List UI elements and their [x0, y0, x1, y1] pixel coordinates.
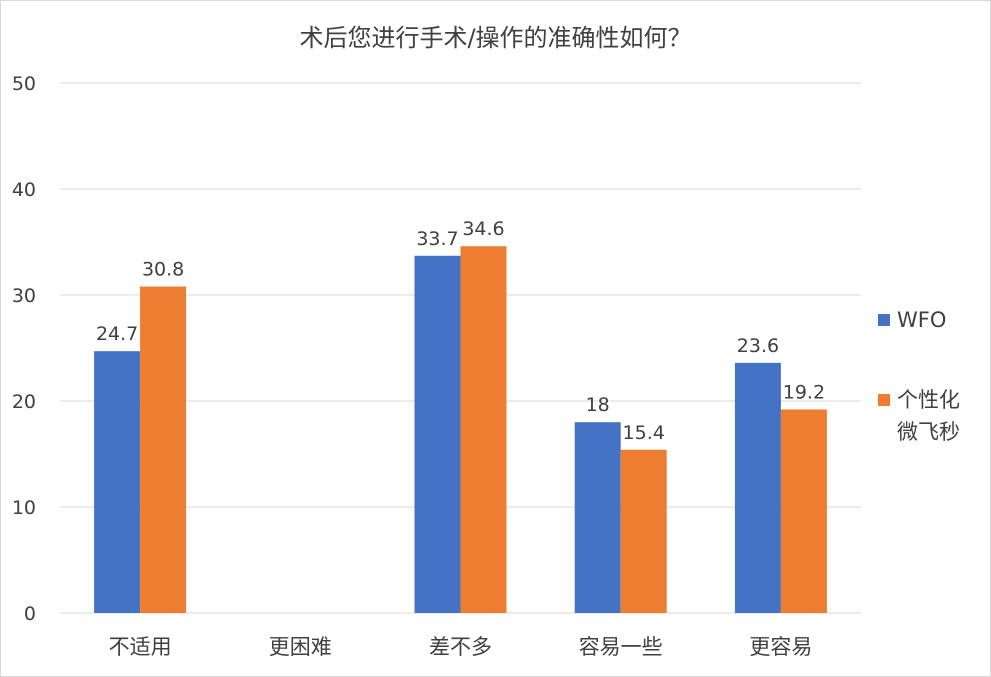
- legend-label-wfo: WFO: [897, 308, 947, 332]
- x-tick-label: 更困难: [269, 635, 332, 659]
- bar-wfo: [734, 362, 781, 613]
- bar-personalized: [140, 286, 187, 613]
- y-tick-label: 20: [12, 391, 36, 413]
- bar-personalized: [780, 409, 827, 613]
- bar-personalized: [620, 449, 667, 613]
- y-tick-label: 40: [12, 179, 36, 201]
- data-label: 23.6: [737, 335, 779, 357]
- x-tick-label: 差不多: [429, 635, 492, 659]
- y-tick-label: 10: [12, 497, 36, 519]
- x-tick-label: 不适用: [109, 635, 172, 659]
- bar-wfo: [94, 351, 141, 613]
- legend: WFO 个性化微飞秒: [878, 304, 988, 448]
- y-tick-label: 50: [12, 73, 36, 95]
- legend-swatch-personalized: [878, 394, 890, 406]
- chart-title: 术后您进行手术/操作的准确性如何？: [299, 24, 692, 52]
- data-label: 15.4: [623, 422, 665, 444]
- data-label: 30.8: [142, 259, 184, 281]
- x-tick-label: 更容易: [749, 635, 812, 659]
- data-label: 19.2: [783, 381, 825, 403]
- data-label: 34.6: [462, 218, 504, 240]
- legend-swatch-wfo: [878, 314, 890, 326]
- bar-wfo: [574, 422, 621, 613]
- data-label: 33.7: [416, 228, 458, 250]
- y-tick-label: 30: [12, 285, 36, 307]
- x-tick-label: 容易一些: [579, 635, 663, 659]
- legend-item-wfo: WFO: [878, 304, 988, 336]
- bar-personalized: [460, 246, 507, 614]
- data-label: 18: [586, 394, 610, 416]
- data-label: 24.7: [96, 323, 138, 345]
- legend-item-personalized: 个性化微飞秒: [878, 384, 988, 448]
- bar-wfo: [414, 255, 461, 613]
- legend-label-personalized: 个性化微飞秒: [897, 388, 960, 444]
- y-tick-label: 0: [24, 603, 36, 625]
